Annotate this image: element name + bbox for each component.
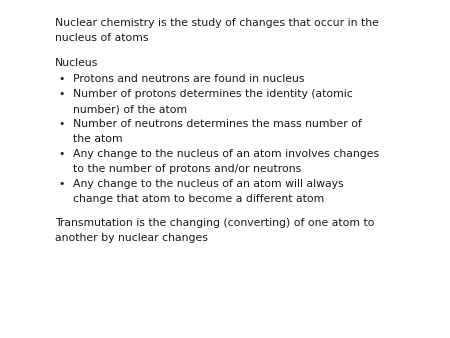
Text: Any change to the nucleus of an atom involves changes: Any change to the nucleus of an atom inv… bbox=[73, 149, 379, 159]
Text: Transmutation is the changing (converting) of one atom to: Transmutation is the changing (convertin… bbox=[55, 218, 374, 228]
Text: nucleus of atoms: nucleus of atoms bbox=[55, 33, 148, 43]
Text: Nuclear chemistry is the study of changes that occur in the: Nuclear chemistry is the study of change… bbox=[55, 18, 379, 28]
Text: Number of neutrons determines the mass number of: Number of neutrons determines the mass n… bbox=[73, 119, 362, 129]
Text: to the number of protons and/or neutrons: to the number of protons and/or neutrons bbox=[73, 164, 301, 174]
Text: Protons and neutrons are found in nucleus: Protons and neutrons are found in nucleu… bbox=[73, 74, 305, 84]
Text: number) of the atom: number) of the atom bbox=[73, 104, 187, 114]
Text: Nucleus: Nucleus bbox=[55, 58, 99, 69]
Text: •: • bbox=[58, 89, 64, 99]
Text: •: • bbox=[58, 74, 64, 84]
Text: the atom: the atom bbox=[73, 134, 122, 144]
Text: Any change to the nucleus of an atom will always: Any change to the nucleus of an atom wil… bbox=[73, 179, 344, 189]
Text: •: • bbox=[58, 149, 64, 159]
Text: change that atom to become a different atom: change that atom to become a different a… bbox=[73, 194, 324, 204]
Text: Number of protons determines the identity (atomic: Number of protons determines the identit… bbox=[73, 89, 353, 99]
Text: another by nuclear changes: another by nuclear changes bbox=[55, 233, 208, 243]
Text: •: • bbox=[58, 179, 64, 189]
Text: •: • bbox=[58, 119, 64, 129]
